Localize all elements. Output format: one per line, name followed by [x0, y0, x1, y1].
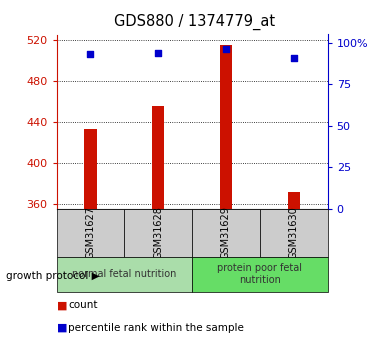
Bar: [220, 45, 232, 209]
Text: GSM31627: GSM31627: [85, 206, 96, 259]
Text: GSM31629: GSM31629: [221, 206, 231, 259]
Bar: [287, 192, 300, 209]
Bar: [84, 129, 97, 209]
Text: ■: ■: [57, 323, 67, 333]
Text: GSM31628: GSM31628: [153, 206, 163, 259]
Bar: [124, 209, 192, 257]
Point: [155, 50, 161, 56]
Text: normal fetal nutrition: normal fetal nutrition: [72, 269, 177, 279]
Text: percentile rank within the sample: percentile rank within the sample: [68, 323, 244, 333]
Bar: [57, 209, 124, 257]
Text: GSM31630: GSM31630: [289, 207, 299, 259]
Bar: [192, 209, 260, 257]
Bar: [152, 106, 164, 209]
Text: GDS880 / 1374779_at: GDS880 / 1374779_at: [114, 14, 276, 30]
Text: growth protocol ▶: growth protocol ▶: [6, 271, 99, 281]
Bar: [260, 209, 328, 257]
Text: protein poor fetal
nutrition: protein poor fetal nutrition: [217, 264, 302, 285]
Point: [87, 52, 94, 57]
Text: count: count: [68, 300, 98, 310]
Point: [291, 55, 297, 60]
Text: ■: ■: [57, 300, 67, 310]
Point: [223, 47, 229, 52]
Bar: [57, 257, 192, 292]
Bar: [192, 257, 328, 292]
